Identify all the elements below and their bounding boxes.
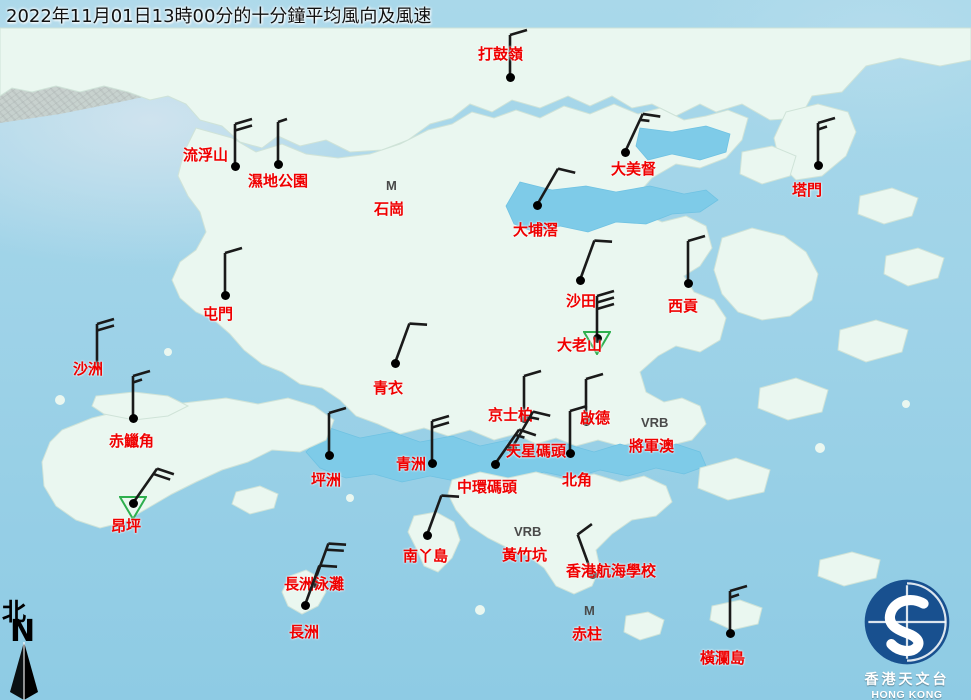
missing-data-code: M bbox=[584, 603, 595, 618]
station-dot bbox=[422, 530, 432, 540]
page-title: 2022年11月01日13時00分的十分鐘平均風向及風速 bbox=[6, 6, 432, 27]
hko-logo: 香港天文台 HONG KONG OBSERVATORY bbox=[846, 576, 968, 700]
station-dot bbox=[592, 333, 602, 343]
landmass-chek-lap-kok bbox=[91, 391, 190, 421]
station-dot bbox=[220, 290, 230, 300]
landmass-lantau bbox=[41, 397, 335, 529]
compass-needle-icon bbox=[10, 642, 38, 700]
landmass-islet-b bbox=[817, 551, 881, 587]
station-label: 將軍澳 bbox=[629, 437, 675, 455]
station-label: 長洲泳灘 bbox=[284, 575, 345, 593]
landmass-east-island-d bbox=[757, 377, 829, 421]
islet-dot-3 bbox=[346, 494, 354, 502]
station-label: 石崗 bbox=[374, 200, 405, 218]
landmass-lamma bbox=[407, 511, 461, 573]
station-label: 坪洲 bbox=[311, 471, 342, 489]
station-label: 西貢 bbox=[668, 297, 699, 315]
station-dot bbox=[581, 416, 591, 426]
station-label: 濕地公園 bbox=[248, 172, 309, 190]
station-label: 長洲 bbox=[289, 623, 320, 641]
station-dot bbox=[92, 361, 102, 371]
station-label: 京士柏 bbox=[488, 406, 534, 424]
station-dot bbox=[532, 200, 542, 210]
station-label: 橫瀾島 bbox=[700, 649, 746, 667]
landmass-po-toi bbox=[623, 611, 665, 641]
compass-rose: 北 N bbox=[2, 592, 68, 700]
station-label: 赤鱲角 bbox=[109, 432, 155, 450]
station-label: 屯門 bbox=[203, 305, 234, 323]
station-label: 中環碼頭 bbox=[457, 478, 518, 496]
landmass-islet-a bbox=[709, 599, 763, 631]
hko-emblem-icon bbox=[864, 579, 950, 665]
station-label: 北角 bbox=[562, 471, 593, 489]
variable-wind-code: VRB bbox=[514, 524, 542, 539]
landmass-east-island-e bbox=[697, 457, 771, 501]
station-label: 啟德 bbox=[580, 409, 611, 427]
station-label: 青衣 bbox=[373, 379, 404, 397]
landmass-north-east-island bbox=[739, 145, 797, 185]
missing-data-code: M bbox=[386, 178, 397, 193]
station-dot bbox=[587, 569, 597, 579]
landmass-sai-kung-peninsula bbox=[713, 227, 819, 321]
landmass-hong-kong-island bbox=[447, 471, 673, 595]
islet-dot-4 bbox=[475, 605, 485, 615]
station-label: 大埔滘 bbox=[513, 221, 559, 239]
compass-north-en: N bbox=[10, 614, 36, 649]
station-dot bbox=[813, 160, 823, 170]
station-label: 大美督 bbox=[611, 160, 657, 178]
hko-name-en: HONG KONG OBSERVATORY bbox=[871, 689, 943, 700]
station-dot bbox=[505, 72, 515, 82]
station-dot bbox=[128, 498, 138, 508]
station-dot bbox=[683, 278, 693, 288]
islet-dot-5 bbox=[815, 443, 825, 453]
station-dot bbox=[273, 159, 283, 169]
station-label: 塔門 bbox=[792, 181, 823, 199]
station-dot bbox=[620, 147, 630, 157]
landmass-islet-c bbox=[231, 485, 279, 515]
station-label: 香港航海學校 bbox=[566, 562, 657, 580]
landmass-east-island-a bbox=[857, 187, 919, 225]
station-dot bbox=[128, 413, 138, 423]
landmass-east-island-b bbox=[883, 247, 945, 287]
station-dot bbox=[390, 358, 400, 368]
station-label: 赤柱 bbox=[572, 625, 603, 643]
station-label: 流浮山 bbox=[183, 146, 229, 164]
station-dot bbox=[427, 458, 437, 468]
station-dot bbox=[300, 600, 310, 610]
compass-north-cn: 北 bbox=[2, 598, 26, 626]
station-dot bbox=[565, 448, 575, 458]
station-label: 南丫島 bbox=[403, 547, 449, 565]
station-label: 昂坪 bbox=[111, 517, 142, 535]
hko-name-cn: 香港天文台 bbox=[864, 672, 950, 688]
station-dot bbox=[230, 161, 240, 171]
station-dot bbox=[725, 628, 735, 638]
station-label: 黃竹坑 bbox=[502, 546, 548, 564]
landmass-east-island-c bbox=[837, 319, 909, 363]
islet-dot-1 bbox=[164, 348, 172, 356]
islet-dot-2 bbox=[55, 395, 65, 405]
station-label: 大老山 bbox=[557, 336, 603, 354]
station-dot bbox=[575, 275, 585, 285]
station-dot bbox=[490, 459, 500, 469]
inland-water-plover-cove bbox=[635, 125, 731, 161]
station-dot bbox=[324, 450, 334, 460]
station-label: 天星碼頭 bbox=[506, 442, 567, 460]
variable-wind-code: VRB bbox=[641, 415, 669, 430]
islet-dot-6 bbox=[902, 400, 910, 408]
station-label: 沙洲 bbox=[73, 360, 104, 378]
station-label: 青洲 bbox=[396, 455, 427, 473]
station-label: 打鼓嶺 bbox=[478, 45, 524, 63]
station-label: 沙田 bbox=[566, 292, 597, 310]
